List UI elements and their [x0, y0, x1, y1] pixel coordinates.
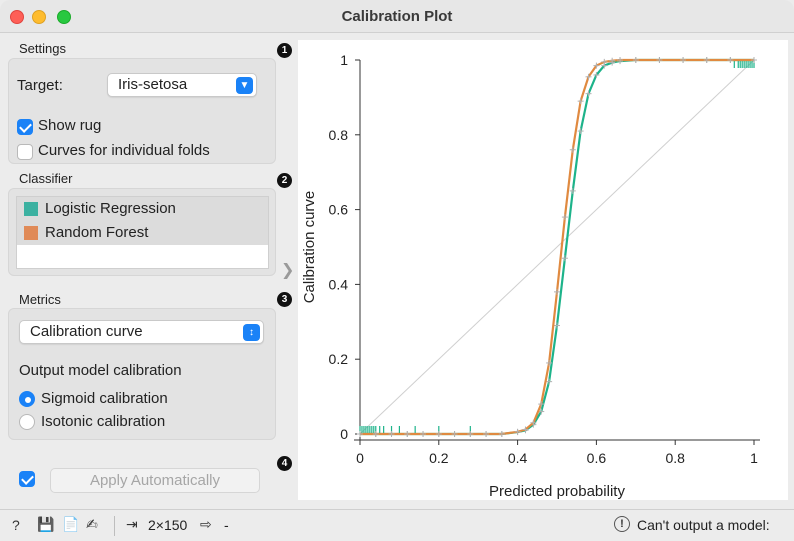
- x-tick-label: 0.2: [429, 450, 449, 466]
- show-rug-label: Show rug: [38, 117, 102, 134]
- x-tick-label: 0.8: [665, 450, 685, 466]
- input-icon: ⇥: [126, 516, 138, 532]
- y-tick-label: 0: [340, 426, 348, 442]
- classifier-item-label: Logistic Regression: [45, 200, 176, 217]
- warning-text: Can't output a model:: [637, 517, 770, 533]
- logistic-regression-swatch: [24, 202, 38, 216]
- settings-box: Target: Iris-setosa ▼ Show rug Curves fo…: [8, 58, 276, 164]
- classifier-item-random-forest[interactable]: Random Forest: [17, 221, 268, 245]
- x-tick-label: 0.6: [587, 450, 607, 466]
- x-axis-label: Predicted probability: [489, 483, 625, 500]
- chevron-down-icon: ▼: [236, 77, 253, 94]
- visual-settings-icon[interactable]: ✍: [86, 516, 98, 532]
- classifier-item-logistic-regression[interactable]: Logistic Regression: [17, 197, 268, 221]
- classifier-section-label: Classifier: [19, 171, 73, 186]
- metrics-badge: 3: [277, 292, 292, 307]
- close-window-button[interactable]: [10, 10, 24, 24]
- classifier-list[interactable]: Logistic Regression Random Forest: [16, 196, 269, 269]
- metric-select-value: Calibration curve: [30, 323, 143, 340]
- y-tick-label: 0.2: [329, 351, 349, 367]
- settings-section-label: Settings: [19, 41, 66, 56]
- sigmoid-calibration-label: Sigmoid calibration: [41, 390, 168, 407]
- report-icon[interactable]: 📄: [62, 516, 80, 532]
- input-data-size: 2×150: [148, 517, 188, 533]
- x-tick-label: 0: [356, 450, 364, 466]
- calibration-chart[interactable]: 0 0.2 0.4 0.6 0.8 1 0 0.2 0.4 0.6 0.8 1 Predicted pr…: [298, 40, 788, 500]
- output-value: -: [224, 517, 229, 533]
- x-tick-label: 1: [750, 450, 758, 466]
- target-label: Target:: [17, 77, 63, 94]
- classifier-badge: 2: [277, 173, 292, 188]
- help-icon[interactable]: ?: [12, 517, 20, 533]
- diagonal-reference-line: [359, 59, 755, 435]
- target-select[interactable]: Iris-setosa ▼: [107, 73, 257, 97]
- minimize-window-button[interactable]: [32, 10, 46, 24]
- settings-badge: 1: [277, 43, 292, 58]
- output-calibration-label: Output model calibration: [19, 362, 182, 379]
- random-forest-swatch: [24, 226, 38, 240]
- output-icon: ⇨: [200, 516, 212, 532]
- y-axis-label: Calibration curve: [301, 191, 318, 304]
- metrics-section-label: Metrics: [19, 292, 61, 307]
- y-tick-label: 1: [340, 52, 348, 68]
- target-select-value: Iris-setosa: [118, 76, 188, 93]
- show-rug-checkbox[interactable]: [17, 119, 33, 135]
- save-icon[interactable]: 💾: [37, 516, 55, 532]
- isotonic-calibration-label: Isotonic calibration: [41, 413, 166, 430]
- zoom-window-button[interactable]: [57, 10, 71, 24]
- chevron-right-icon[interactable]: ❯: [281, 262, 295, 279]
- sigmoid-calibration-radio[interactable]: [19, 391, 35, 407]
- apply-automatically-button[interactable]: Apply Automatically: [50, 468, 260, 493]
- individual-folds-label: Curves for individual folds: [38, 142, 210, 159]
- individual-folds-checkbox[interactable]: [17, 144, 33, 160]
- y-tick-label: 0.8: [329, 127, 349, 143]
- metrics-box: Calibration curve ↕ Output model calibra…: [8, 308, 276, 440]
- metric-select[interactable]: Calibration curve ↕: [19, 320, 264, 344]
- apply-automatically-checkbox[interactable]: [19, 471, 35, 487]
- y-tick-label: 0.6: [329, 202, 349, 218]
- window-title: Calibration Plot: [341, 8, 453, 25]
- status-separator: [114, 516, 115, 536]
- isotonic-calibration-radio[interactable]: [19, 414, 35, 430]
- classifier-item-label: Random Forest: [45, 224, 149, 241]
- apply-badge: 4: [277, 456, 292, 471]
- status-bar: ? 💾 📄 ✍ ⇥ 2×150 ⇨ - ! Can't output a mod…: [0, 509, 794, 541]
- title-bar: Calibration Plot: [0, 0, 794, 33]
- x-tick-label: 0.4: [508, 450, 528, 466]
- calibration-plot-area[interactable]: 0 0.2 0.4 0.6 0.8 1 0 0.2 0.4 0.6 0.8 1 Predicted pr…: [298, 40, 788, 500]
- y-tick-label: 0.4: [329, 276, 349, 292]
- chevron-up-down-icon: ↕: [243, 324, 260, 341]
- warning-icon: !: [614, 516, 630, 532]
- classifier-box: Logistic Regression Random Forest: [8, 188, 276, 276]
